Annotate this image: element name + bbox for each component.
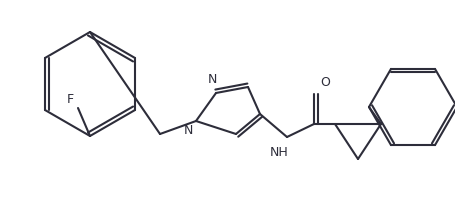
Text: N: N <box>183 123 192 136</box>
Text: N: N <box>207 73 217 86</box>
Text: NH: NH <box>270 145 288 158</box>
Text: F: F <box>67 93 74 105</box>
Text: O: O <box>320 76 330 89</box>
